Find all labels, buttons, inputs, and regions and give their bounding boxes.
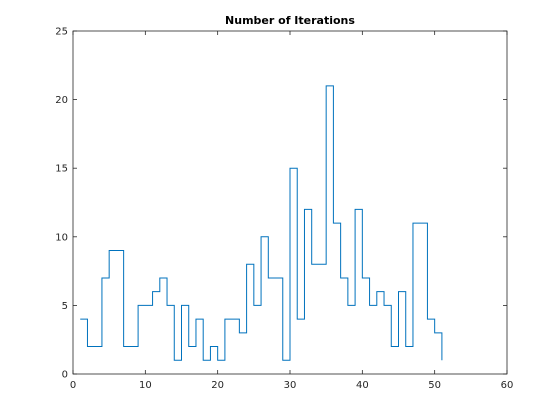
y-axis-ticks: 0 5 10 15 20 25 <box>55 27 507 381</box>
x-tick-label: 0 <box>70 380 76 391</box>
x-tick-label: 50 <box>428 380 441 391</box>
chart-title: Number of Iterations <box>225 14 355 27</box>
axes-box <box>72 30 508 375</box>
y-tick-label: 25 <box>55 27 68 38</box>
y-tick-label: 20 <box>55 95 68 106</box>
y-tick-label: 5 <box>62 301 68 312</box>
y-tick-label: 0 <box>62 370 68 381</box>
x-tick-label: 60 <box>501 380 514 391</box>
x-tick-label: 20 <box>211 380 224 391</box>
series-stairs-line <box>80 85 443 361</box>
y-tick-label: 10 <box>55 232 68 243</box>
x-axis-ticks: 0 10 20 30 40 50 60 <box>70 31 514 391</box>
x-tick-label: 10 <box>139 380 152 391</box>
x-tick-label: 30 <box>284 380 297 391</box>
y-tick-label: 15 <box>55 164 68 175</box>
x-tick-label: 40 <box>356 380 369 391</box>
